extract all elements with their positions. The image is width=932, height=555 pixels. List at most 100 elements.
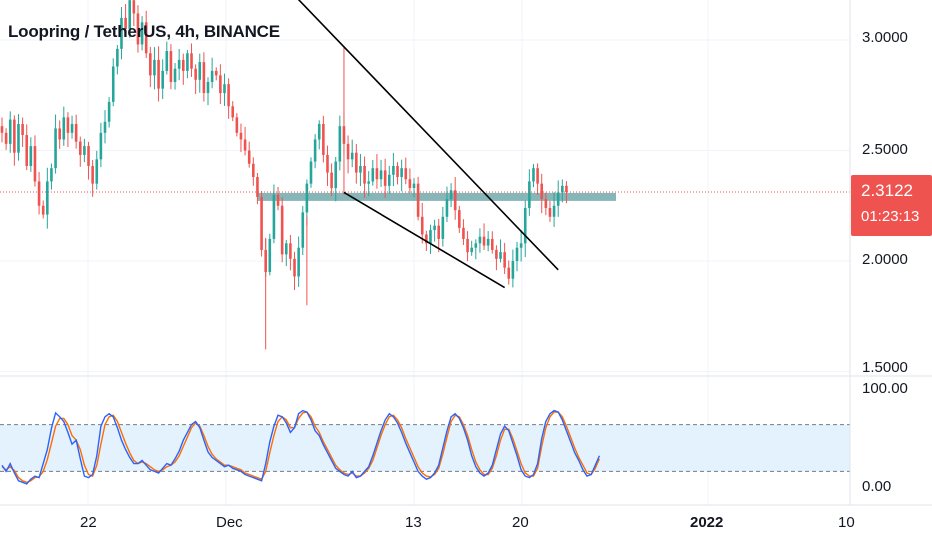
candle-body (111, 66, 115, 102)
candle-body (74, 123, 78, 142)
candle-body (33, 146, 37, 182)
candle-body (441, 216, 445, 239)
candle-body (437, 225, 441, 239)
candle-body (161, 70, 164, 89)
candle-body (552, 205, 556, 217)
candle-body (247, 150, 251, 164)
candle-body (256, 177, 259, 197)
candle-body (540, 183, 544, 200)
candle-body (416, 183, 420, 217)
candle-body (482, 236, 486, 246)
candle-body (511, 261, 515, 279)
candle-body (532, 168, 535, 182)
price-tick-label: 1.5000 (862, 359, 908, 376)
candle-body (317, 123, 321, 140)
candle-body (429, 230, 432, 244)
candle-body (548, 207, 552, 217)
current-price-value: 2.3122 (861, 181, 913, 200)
candle-body (186, 53, 189, 71)
candle-body (449, 190, 453, 200)
candles-layer (0, 0, 568, 350)
candle-body (470, 247, 473, 253)
candle-body (420, 216, 424, 235)
candle-body (50, 168, 53, 182)
candle-body (515, 247, 519, 261)
trendline (343, 191, 506, 289)
candle-body (99, 132, 103, 160)
candle-body (453, 190, 457, 211)
candle-body (330, 172, 333, 189)
candle-body (280, 205, 284, 255)
candle-body (367, 181, 370, 184)
candle-body (503, 252, 506, 268)
candle-body (272, 194, 276, 239)
candle-body (219, 75, 222, 94)
candle-body (458, 210, 461, 228)
support-zone (257, 192, 616, 201)
candle-body (17, 123, 20, 153)
candle-body (523, 207, 527, 244)
candle-body (408, 179, 412, 189)
candle-body (8, 119, 12, 144)
candle-body (165, 51, 169, 71)
candle-body (486, 238, 490, 246)
candle-body (400, 168, 403, 178)
candle-body (355, 152, 358, 173)
candle-body (46, 181, 49, 215)
candle-body (375, 168, 379, 180)
candle-body (13, 119, 16, 153)
candle-body (116, 48, 119, 67)
candle-body (169, 51, 173, 82)
candle-body (326, 154, 329, 173)
candle-body (305, 183, 309, 213)
candle-body (392, 165, 395, 175)
candle-body (29, 146, 33, 166)
time-axis-label: 13 (405, 514, 422, 531)
candle-body (157, 59, 160, 89)
candle-body (70, 123, 74, 133)
candle-body (103, 121, 107, 133)
candle-body (284, 243, 288, 255)
trendlines-layer (0, 0, 850, 289)
candle-body (194, 68, 197, 80)
candle-body (346, 143, 350, 160)
candle-body (149, 53, 152, 76)
candle-body (37, 181, 41, 206)
candle-body (528, 181, 531, 208)
candle-body (206, 81, 210, 94)
candle-body (309, 161, 313, 184)
candle-body (462, 227, 465, 239)
candle-body (144, 22, 148, 54)
candle-body (177, 59, 181, 69)
candle-body (478, 236, 482, 244)
candle-body (4, 132, 8, 144)
candle-body (91, 165, 94, 184)
symbol-title[interactable]: Loopring / TetherUS, 4h, BINANCE (8, 22, 280, 41)
candle-body (363, 165, 366, 184)
price-tick-label: 2.5000 (862, 141, 908, 158)
frame-layer (0, 0, 932, 506)
candle-body (210, 70, 214, 82)
stoch-k-line (1, 409, 601, 485)
candle-body (136, 13, 140, 45)
candle-body (293, 258, 296, 277)
price-tick-label: 3.0000 (862, 29, 908, 46)
candle-body (490, 238, 494, 250)
stoch-band (0, 424, 850, 472)
grid-layer (0, 0, 850, 505)
candle-body (260, 196, 263, 250)
stoch-d-line (1, 411, 601, 484)
candle-body (78, 141, 82, 155)
candle-body (58, 128, 61, 140)
candle-body (181, 59, 185, 71)
candle-body (466, 238, 469, 253)
candle-body (359, 165, 362, 173)
candle-body (87, 146, 90, 166)
candle-body (54, 128, 57, 169)
candle-body (425, 234, 428, 244)
candle-body (556, 192, 560, 206)
candle-body (297, 247, 300, 277)
candle-body (239, 132, 243, 140)
